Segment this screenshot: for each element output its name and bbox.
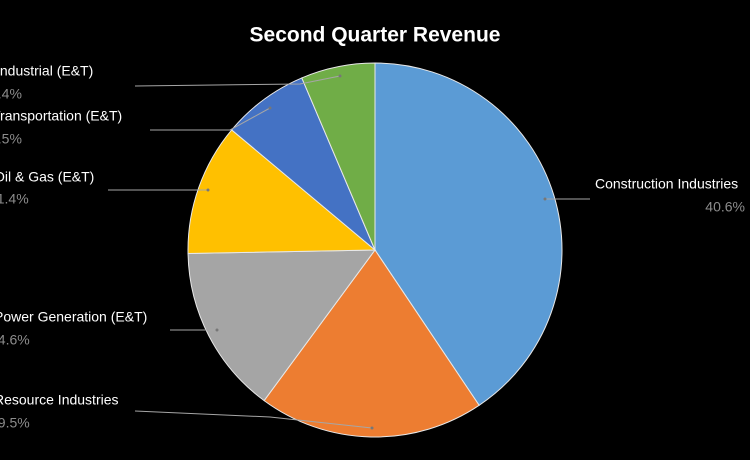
leader-dot: [206, 188, 210, 192]
pie-slice: [374, 62, 563, 407]
value-label: 6.4%: [0, 86, 22, 102]
leader-dot: [370, 426, 374, 430]
value-label: 11.4%: [0, 191, 29, 207]
pie-slice: [187, 129, 377, 255]
value-label: 40.6%: [705, 199, 745, 215]
leader-line: [134, 75, 341, 87]
leader-dot: [215, 328, 219, 332]
slice-label: Oil & Gas (E&T): [0, 169, 94, 185]
slice-label: Resource Industries: [0, 392, 119, 408]
slice-label: Industrial (E&T): [0, 63, 93, 79]
slice-label: Construction Industries: [595, 176, 738, 192]
leader-dot: [338, 74, 342, 78]
pie-slice: [187, 249, 377, 402]
pie-slice: [263, 249, 480, 438]
leader-dot: [543, 197, 547, 201]
value-label: 7.5%: [0, 131, 22, 147]
leader-line: [150, 107, 271, 131]
value-label: 14.6%: [0, 332, 30, 348]
value-label: 19.5%: [0, 415, 30, 431]
slice-label: Transportation (E&T): [0, 108, 122, 124]
pie-slice: [301, 62, 376, 251]
slice-label: Power Generation (E&T): [0, 309, 147, 325]
leader-dot: [268, 106, 272, 110]
chart-title: Second Quarter Revenue: [250, 24, 501, 47]
leader-line: [134, 410, 373, 429]
